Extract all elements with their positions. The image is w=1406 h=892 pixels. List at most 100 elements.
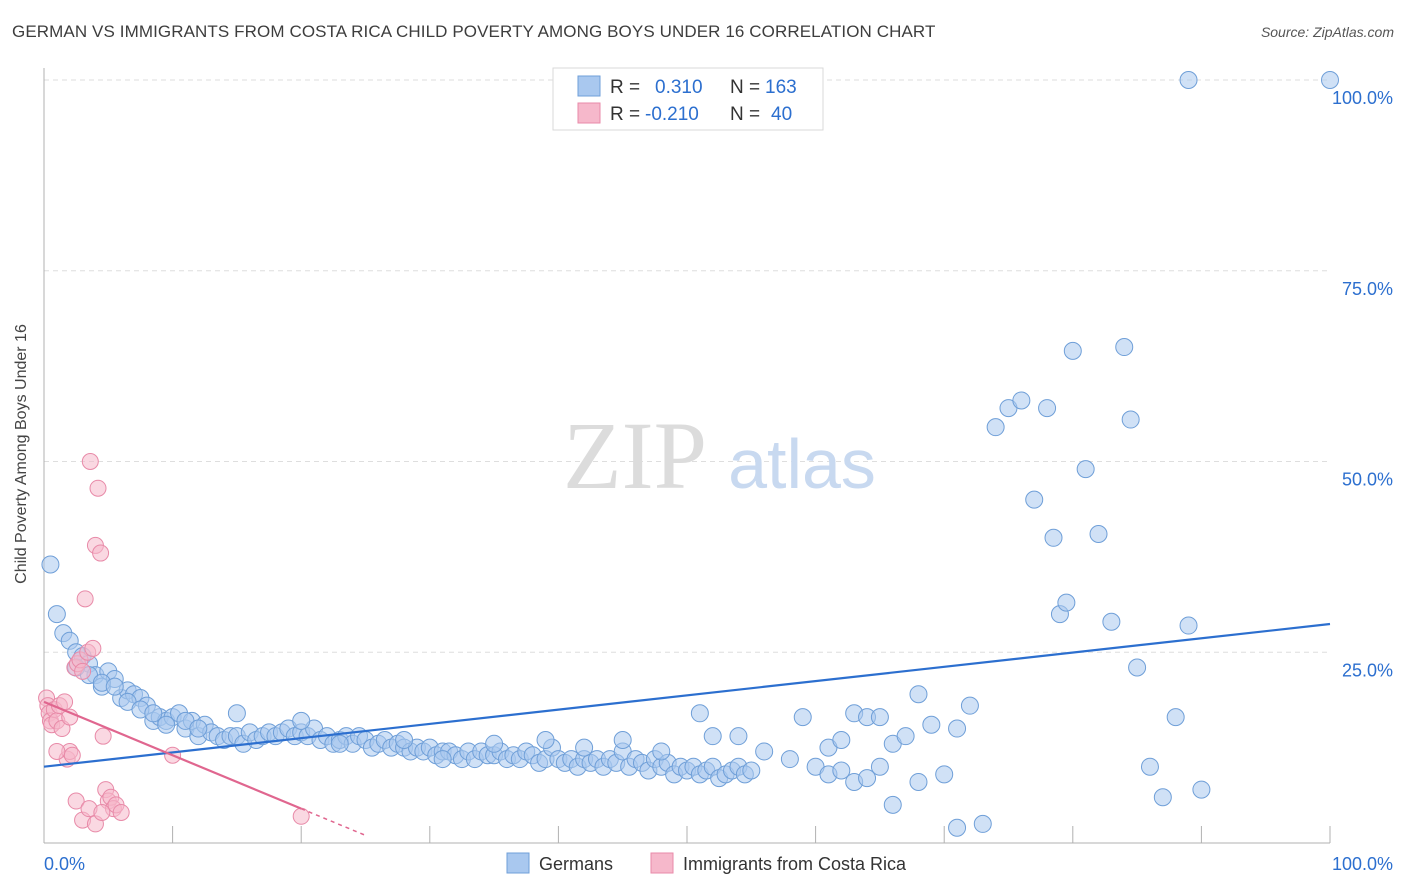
germans-point	[1063, 341, 1082, 360]
costa-rica-point	[94, 727, 112, 745]
germans-point	[47, 605, 66, 624]
costa-rica-points	[38, 453, 310, 833]
germans-point	[909, 772, 928, 791]
germans-point	[485, 734, 504, 753]
source-label: Source: ZipAtlas.com	[1260, 24, 1394, 40]
costa-rica-swatch	[577, 102, 601, 124]
germans-point	[1128, 658, 1147, 677]
germans-point	[41, 555, 60, 574]
costa-rica-point	[48, 742, 66, 760]
y-tick-label: 50.0%	[1342, 470, 1393, 490]
costa-rica-point	[89, 479, 107, 497]
costa-rica-point	[93, 803, 111, 821]
germans-point	[960, 696, 979, 715]
germans-point	[395, 730, 414, 749]
germans-r-label: R =	[610, 77, 640, 98]
germans-point	[1179, 616, 1198, 635]
germans-point	[1115, 338, 1134, 357]
costa-rica-point	[112, 803, 130, 821]
germans-point	[870, 757, 889, 776]
germans-point	[536, 730, 555, 749]
watermark-zip: ZIP	[563, 402, 707, 509]
germans-point	[105, 677, 124, 696]
germans-point	[575, 738, 594, 757]
germans-point	[729, 727, 748, 746]
costa-rica-point	[74, 662, 92, 680]
costa-rica-point	[84, 639, 102, 657]
legend-costa-rica-label: Immigrants from Costa Rica	[683, 854, 907, 874]
costa-rica-point	[81, 453, 99, 470]
legend-germans-swatch	[506, 852, 530, 874]
germans-r-value: 0.310	[655, 77, 703, 98]
germans-point	[793, 708, 812, 727]
germans-point	[157, 715, 176, 734]
germans-point	[986, 418, 1005, 437]
germans-points	[41, 71, 1339, 837]
germans-point	[870, 708, 889, 727]
germans-point	[1089, 524, 1108, 543]
germans-point	[1038, 399, 1057, 418]
germans-point	[948, 818, 967, 837]
y-tick-label: 25.0%	[1342, 660, 1393, 680]
germans-point	[1121, 410, 1140, 429]
x-tick-label: 100.0%	[1332, 854, 1393, 874]
costa-rica-trend-line	[43, 700, 302, 810]
germans-point	[330, 734, 349, 753]
germans-swatch	[577, 75, 601, 97]
germans-point	[973, 814, 992, 833]
germans-point	[1057, 593, 1076, 612]
germans-point	[896, 727, 915, 746]
germans-trend-line	[43, 622, 1331, 768]
germans-point	[1025, 490, 1044, 509]
costa-rica-point	[67, 792, 85, 810]
germans-point	[1140, 757, 1159, 776]
germans-point	[832, 761, 851, 780]
germans-point	[922, 715, 941, 734]
stats-legend: R = 0.310 N = 163 R = -0.210 N = 40	[552, 67, 824, 131]
legend-costa-rica-swatch	[650, 852, 674, 874]
trend-lines	[43, 622, 1331, 837]
germans-point	[227, 704, 246, 723]
germans-point	[832, 730, 851, 749]
x-ticks	[172, 826, 1331, 843]
costa-rica-point	[63, 746, 81, 764]
germans-point	[1153, 788, 1172, 807]
x-tick-labels: 0.0% 100.0%	[44, 854, 1393, 874]
y-tick-labels: 25.0% 50.0% 75.0% 100.0%	[1332, 88, 1393, 680]
germans-point	[742, 761, 761, 780]
germans-point	[1179, 71, 1198, 89]
costa-rica-r-label: R =	[610, 104, 640, 125]
germans-point	[1076, 460, 1095, 479]
germans-n-value: 163	[765, 77, 797, 98]
germans-point	[1102, 612, 1121, 631]
x-tick-label: 0.0%	[44, 854, 85, 874]
costa-rica-trend-line-extension	[300, 807, 366, 837]
y-tick-label: 100.0%	[1332, 88, 1393, 108]
germans-point	[144, 704, 163, 723]
germans-point	[1192, 780, 1211, 799]
germans-point	[652, 742, 671, 761]
germans-point	[433, 750, 452, 769]
germans-point	[1044, 528, 1063, 547]
germans-point	[935, 765, 954, 784]
bottom-legend: Germans Immigrants from Costa Rica	[506, 852, 907, 874]
germans-point	[1166, 708, 1185, 727]
watermark-atlas: atlas	[728, 425, 876, 503]
germans-point	[703, 727, 722, 746]
costa-rica-r-value: -0.210	[645, 104, 699, 125]
germans-point	[189, 719, 208, 738]
germans-point	[883, 795, 902, 814]
germans-point	[1012, 391, 1031, 410]
germans-point	[909, 685, 928, 704]
costa-rica-point	[76, 590, 94, 608]
germans-point	[292, 711, 311, 730]
germans-point	[1321, 71, 1339, 89]
germans-n-label: N =	[730, 77, 760, 98]
y-tick-label: 75.0%	[1342, 279, 1393, 299]
costa-rica-point	[292, 807, 310, 825]
germans-point	[755, 742, 774, 761]
costa-rica-n-label: N =	[730, 104, 760, 125]
legend-germans-label: Germans	[539, 854, 613, 874]
costa-rica-n-value: 40	[771, 104, 792, 125]
